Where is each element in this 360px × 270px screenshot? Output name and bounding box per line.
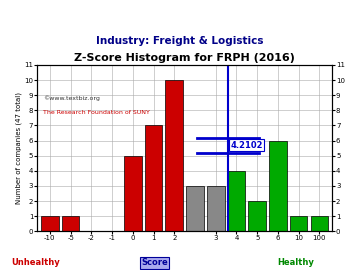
Bar bbox=[41, 216, 59, 231]
Text: Industry: Freight & Logistics: Industry: Freight & Logistics bbox=[96, 36, 264, 46]
Text: 4.2102: 4.2102 bbox=[230, 141, 263, 150]
Bar bbox=[124, 156, 141, 231]
Bar bbox=[186, 186, 204, 231]
Text: Unhealthy: Unhealthy bbox=[12, 258, 60, 267]
Text: Healthy: Healthy bbox=[277, 258, 314, 267]
Bar bbox=[290, 216, 307, 231]
Text: Score: Score bbox=[141, 258, 168, 267]
Bar bbox=[311, 216, 328, 231]
Bar bbox=[145, 126, 162, 231]
Bar bbox=[207, 186, 225, 231]
Title: Z-Score Histogram for FRPH (2016): Z-Score Histogram for FRPH (2016) bbox=[74, 53, 295, 63]
Bar bbox=[269, 141, 287, 231]
Bar bbox=[248, 201, 266, 231]
Bar bbox=[166, 80, 183, 231]
Y-axis label: Number of companies (47 total): Number of companies (47 total) bbox=[15, 92, 22, 204]
Text: ©www.textbiz.org: ©www.textbiz.org bbox=[43, 95, 100, 100]
Bar bbox=[62, 216, 80, 231]
Bar bbox=[228, 171, 245, 231]
Text: The Research Foundation of SUNY: The Research Foundation of SUNY bbox=[43, 110, 150, 115]
